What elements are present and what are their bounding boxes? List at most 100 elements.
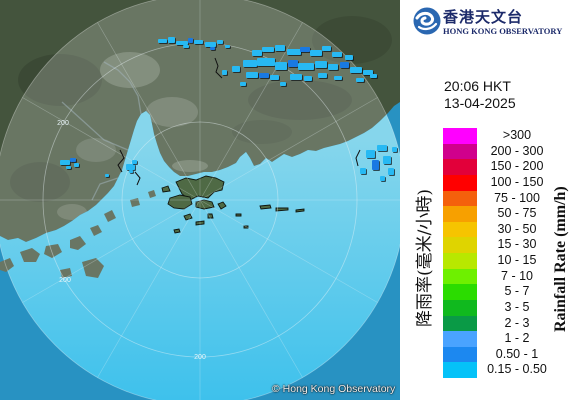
rain-echo bbox=[222, 70, 227, 75]
rain-echo bbox=[129, 170, 133, 173]
legend-row: 5 - 7 bbox=[443, 284, 558, 300]
island bbox=[20, 248, 40, 262]
legend-label: 1 - 2 bbox=[504, 331, 530, 346]
island bbox=[130, 198, 140, 207]
observation-date: 13-04-2025 bbox=[444, 95, 516, 111]
rain-echo bbox=[194, 40, 203, 44]
rain-echo bbox=[304, 76, 312, 81]
radial-line bbox=[199, 199, 378, 303]
lantau-island bbox=[167, 194, 193, 210]
legend-label: 30 - 50 bbox=[497, 221, 537, 236]
legend-label: 15 - 30 bbox=[497, 237, 537, 252]
legend-swatch bbox=[443, 221, 477, 238]
radial-line bbox=[199, 199, 303, 378]
legend-label: 10 - 15 bbox=[497, 253, 537, 267]
island bbox=[104, 210, 116, 222]
rain-echo bbox=[356, 78, 364, 82]
rain-echo bbox=[70, 158, 76, 162]
legend-label: 3 - 5 bbox=[504, 299, 530, 314]
hong-kong-landmass bbox=[161, 175, 305, 234]
legend-row: 2 - 3 bbox=[443, 315, 558, 332]
legend-label: >300 bbox=[502, 128, 532, 142]
rain-echo bbox=[318, 73, 327, 78]
island bbox=[259, 204, 272, 210]
rain-echo bbox=[252, 50, 262, 56]
island bbox=[60, 268, 72, 278]
legend-label: 2 - 3 bbox=[504, 315, 530, 330]
islands bbox=[0, 190, 156, 278]
terrain-shading bbox=[10, 16, 392, 220]
legend-swatch bbox=[443, 237, 477, 253]
rain-echo bbox=[388, 168, 394, 175]
legend-swatch bbox=[443, 206, 477, 222]
range-ring bbox=[121, 121, 279, 279]
legend-row: 10 - 15 bbox=[443, 253, 558, 269]
observation-time: 20:06 HKT bbox=[444, 78, 511, 94]
island bbox=[70, 236, 86, 250]
legend-swatch bbox=[443, 299, 477, 316]
legend-label: 50 - 75 bbox=[497, 206, 537, 221]
rain-echo bbox=[377, 145, 387, 151]
legend-panel bbox=[400, 0, 577, 400]
rain-echo bbox=[350, 67, 362, 73]
legend-title-chinese: 降雨率(毫米/小時) bbox=[415, 189, 435, 327]
legend-label: 0.15 - 0.50 bbox=[487, 362, 547, 377]
island bbox=[173, 228, 181, 234]
rain-echo bbox=[360, 168, 366, 174]
rain-echo bbox=[240, 82, 246, 86]
range-label: 200 bbox=[194, 354, 206, 361]
rain-echo bbox=[132, 160, 137, 164]
rain-echo bbox=[322, 46, 331, 51]
legend-swatch bbox=[443, 174, 477, 191]
rivers bbox=[61, 61, 142, 201]
rain-echo bbox=[74, 163, 79, 167]
hko-logo-icon bbox=[413, 7, 441, 35]
legend-label: 0.50 - 1 bbox=[495, 346, 539, 361]
rain-echo bbox=[188, 38, 193, 43]
rain-echo bbox=[280, 82, 286, 86]
rain-echo bbox=[392, 147, 397, 152]
island bbox=[235, 213, 242, 217]
radial-line bbox=[97, 22, 201, 201]
rain-echo bbox=[210, 47, 215, 50]
rain-echo bbox=[126, 164, 135, 170]
rain-echo bbox=[183, 45, 189, 48]
rain-echo bbox=[300, 47, 310, 52]
rain-echo bbox=[315, 61, 327, 68]
rain-echo bbox=[176, 41, 188, 45]
legend-label: 150 - 200 bbox=[490, 159, 544, 174]
rain-echo bbox=[275, 45, 285, 51]
island bbox=[148, 190, 156, 198]
island bbox=[243, 225, 249, 229]
rain-echo bbox=[262, 47, 274, 52]
legend-row: 100 - 150 bbox=[443, 174, 558, 191]
rain-echo bbox=[380, 176, 385, 181]
legend-label: 5 - 7 bbox=[504, 284, 530, 299]
legend-swatch bbox=[443, 331, 477, 347]
rain-echo bbox=[310, 50, 322, 56]
legend-label: 100 - 150 bbox=[490, 174, 544, 189]
radial-line bbox=[22, 97, 201, 201]
legend-swatch bbox=[443, 128, 477, 144]
island bbox=[0, 258, 14, 272]
echo-outlines bbox=[117, 57, 361, 186]
radial-line bbox=[22, 199, 201, 303]
radial-lines bbox=[0, 0, 400, 400]
legend-row: 150 - 200 bbox=[443, 159, 558, 175]
rain-echo bbox=[270, 75, 279, 80]
rain-echo bbox=[243, 60, 257, 67]
rain-echo bbox=[288, 60, 298, 67]
rain-echo bbox=[287, 49, 301, 55]
legend-row: 7 - 10 bbox=[443, 268, 558, 285]
radial-line bbox=[199, 22, 303, 201]
rain-echo bbox=[225, 45, 230, 48]
island bbox=[161, 185, 171, 193]
island bbox=[82, 258, 104, 278]
range-label: 200 bbox=[57, 120, 69, 127]
copyright-notice: © Hong Kong Observatory bbox=[272, 383, 396, 395]
rain-echo bbox=[257, 58, 275, 66]
rain-echo bbox=[290, 74, 302, 80]
hong-kong-island bbox=[195, 199, 215, 210]
rain-echo bbox=[366, 150, 375, 158]
